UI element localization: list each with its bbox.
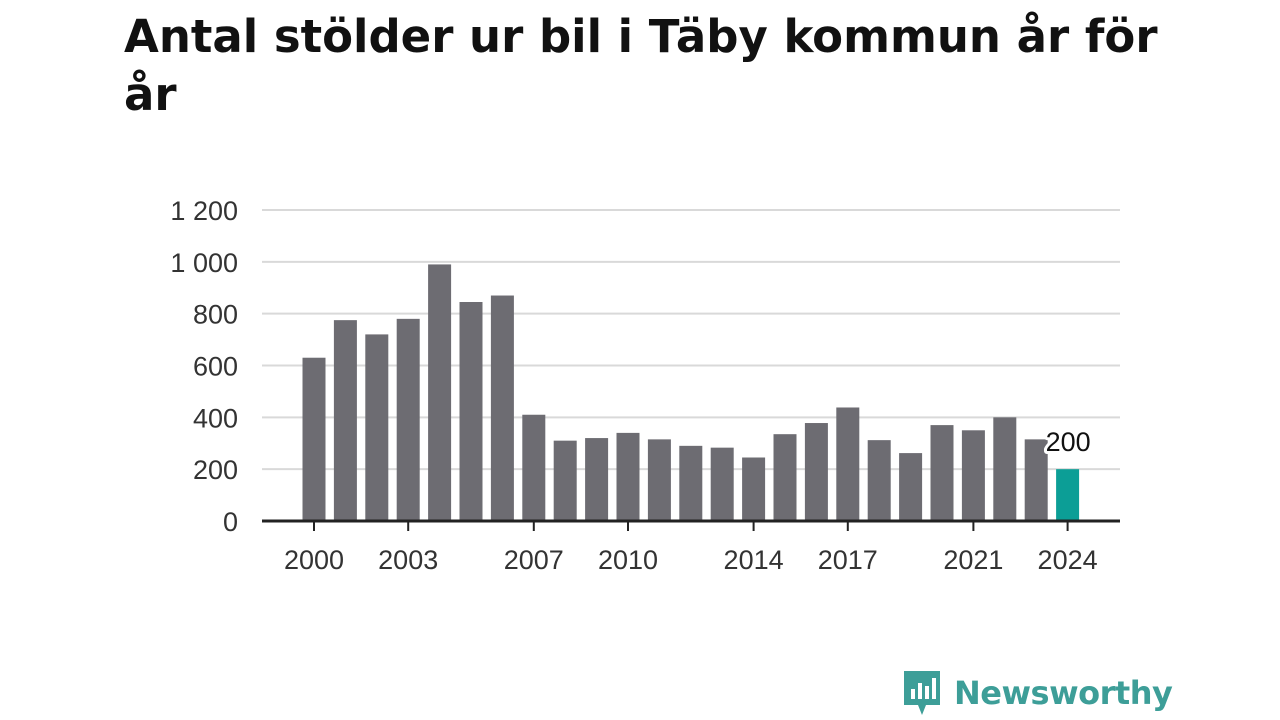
gridlines (262, 209, 1120, 471)
x-tick-label: 2014 (724, 545, 784, 575)
brand-name: Newsworthy (954, 674, 1173, 712)
x-tick-label: 2024 (1038, 545, 1098, 575)
bar-2000 (302, 357, 326, 521)
x-tick-label: 2000 (284, 545, 344, 575)
bar-2016 (804, 423, 828, 521)
x-tick-label: 2007 (504, 545, 564, 575)
bar-2012 (679, 445, 703, 521)
x-tick-label: 2010 (598, 545, 658, 575)
y-tick-label: 800 (193, 300, 238, 330)
bar-2001 (333, 320, 357, 521)
bar-2006 (490, 295, 514, 521)
bar-2014 (742, 457, 766, 521)
x-tick-label: 2017 (818, 545, 878, 575)
bar-2019 (899, 453, 923, 521)
brand-logo: Newsworthy (902, 668, 1173, 718)
y-tick-label: 600 (193, 352, 238, 382)
bar-2010 (616, 432, 640, 521)
bar-2020 (930, 425, 954, 521)
bar-2018 (867, 440, 891, 521)
bar-2003 (396, 318, 420, 521)
bar-2017 (836, 407, 860, 521)
data-label-2024: 200 (1046, 427, 1091, 457)
x-tick-label: 2021 (943, 545, 1003, 575)
data-labels: 200 (1043, 424, 1094, 460)
bar-2021 (961, 430, 985, 521)
bar-2022 (993, 417, 1017, 521)
bar-2023 (1024, 439, 1048, 521)
bar-2024 (1056, 469, 1080, 521)
bar-2008 (553, 440, 577, 521)
bar-2011 (647, 439, 671, 521)
bar-2009 (585, 438, 609, 521)
bar-2005 (459, 302, 483, 521)
bar-2004 (428, 264, 452, 521)
y-tick-label: 1 200 (170, 196, 238, 226)
y-tick-label: 1 000 (170, 248, 238, 278)
bars (302, 264, 1080, 521)
newsworthy-logo-icon (904, 671, 940, 715)
y-tick-label: 200 (193, 455, 238, 485)
bar-2007 (522, 414, 546, 521)
x-axis-ticks: 2000 2003 2007 2010 2014 2017 2021 2024 (284, 521, 1098, 575)
y-axis-ticks: 0 200 400 600 800 1 000 1 200 (170, 196, 238, 537)
y-tick-label: 0 (223, 507, 238, 537)
bar-2002 (365, 334, 389, 521)
y-tick-label: 400 (193, 403, 238, 433)
x-tick-label: 2003 (378, 545, 438, 575)
bar-2015 (773, 434, 797, 521)
bar-2013 (710, 447, 734, 521)
chart-title: Antal stölder ur bil i Täby kommun år fö… (124, 10, 1158, 121)
